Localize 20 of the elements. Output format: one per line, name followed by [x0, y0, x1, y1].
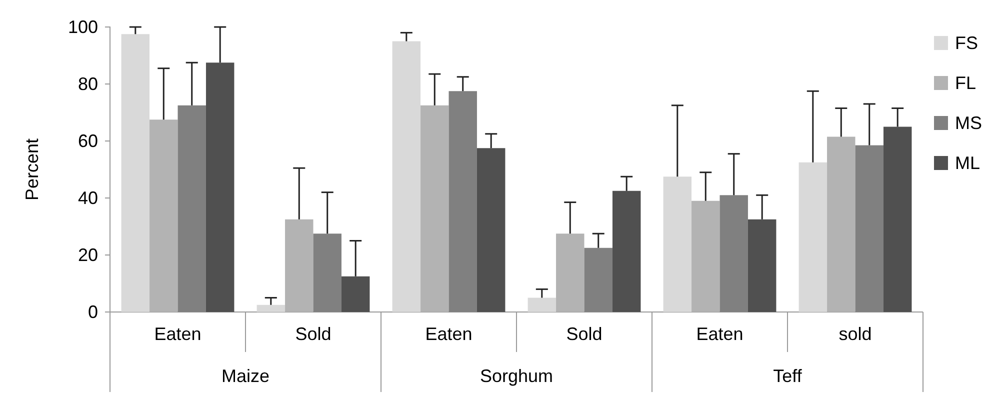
legend-label: ML: [955, 153, 980, 173]
y-tick-label: 60: [78, 130, 98, 151]
x-tick-label: Sold: [295, 324, 332, 344]
x-tick-label: sold: [838, 324, 872, 344]
y-axis-title: Percent: [22, 138, 42, 201]
x-tick-label: Eaten: [696, 324, 744, 344]
legend-label: FS: [955, 33, 978, 53]
text: Sorghum: [480, 366, 554, 386]
y-tick-label: 100: [68, 16, 98, 37]
x-tick-label: Eaten: [425, 324, 472, 344]
x-tick-label: Sold: [566, 324, 602, 344]
text: Maize: [221, 366, 270, 386]
legend-label: FL: [955, 73, 976, 93]
y-tick-label: 40: [78, 188, 98, 208]
y-tick-label: 80: [78, 74, 98, 94]
text: Teff: [773, 366, 803, 386]
y-tick-label: 20: [78, 244, 98, 265]
y-tick-label: 0: [88, 302, 98, 322]
x-tick-label: Eaten: [154, 324, 202, 344]
legend-label: MS: [955, 113, 982, 133]
